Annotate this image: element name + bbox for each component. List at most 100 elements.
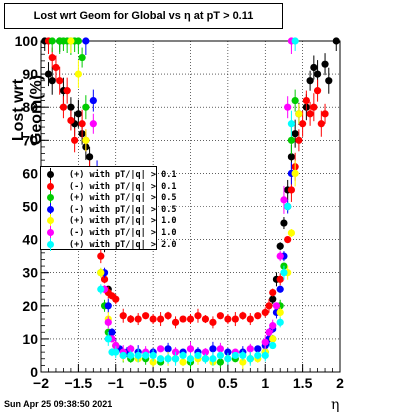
timestamp-footer: Sun Apr 25 09:38:50 2021 xyxy=(4,399,113,409)
data-point xyxy=(59,103,68,111)
data-point xyxy=(194,351,202,360)
data-point xyxy=(82,103,90,111)
legend-label: (-) with pT/|q| > 1.0 xyxy=(69,228,177,238)
data-point xyxy=(201,315,210,323)
data-point xyxy=(186,315,195,323)
data-point xyxy=(142,312,150,320)
legend: (+) with pT/|q| > 0.1 (-) with pT/|q| > 0… xyxy=(40,166,176,251)
data-point xyxy=(82,136,90,144)
data-point xyxy=(313,87,322,95)
x-tick-label: 0.5 xyxy=(218,375,238,391)
x-tick-label: 1.5 xyxy=(293,375,313,391)
data-point xyxy=(254,312,262,320)
data-point xyxy=(299,120,307,128)
data-point xyxy=(272,302,281,310)
y-tick-label: 100 xyxy=(15,33,39,49)
data-point xyxy=(89,96,97,105)
data-point xyxy=(246,355,254,363)
data-point xyxy=(321,110,329,118)
data-point xyxy=(287,136,296,144)
data-point xyxy=(231,351,239,360)
data-point xyxy=(291,96,299,105)
data-point xyxy=(97,285,105,293)
x-tick-label: 0 xyxy=(187,375,195,391)
data-point xyxy=(306,77,314,85)
y-tick-label: 50 xyxy=(22,199,38,215)
data-point xyxy=(157,355,165,363)
x-tick-label: −0.5 xyxy=(139,375,167,391)
data-point xyxy=(287,153,296,161)
legend-label: (-) with pT/|q| > 0.5 xyxy=(69,204,177,215)
y-tick-label: 80 xyxy=(22,99,38,115)
data-point xyxy=(186,355,195,363)
data-point xyxy=(276,318,284,326)
data-point xyxy=(254,345,262,353)
data-point xyxy=(127,345,135,353)
data-point xyxy=(332,37,340,45)
data-point xyxy=(149,358,157,366)
legend-marker xyxy=(47,171,54,178)
data-point xyxy=(287,186,296,194)
legend-label: (-) with pT/|q| > 0.1 xyxy=(69,181,177,192)
data-point xyxy=(108,328,116,336)
data-point xyxy=(179,358,187,366)
data-point xyxy=(291,37,299,45)
data-point xyxy=(164,345,172,353)
data-point xyxy=(104,318,112,326)
data-point xyxy=(74,110,82,118)
data-point xyxy=(261,351,269,360)
data-point xyxy=(216,358,224,366)
data-point xyxy=(127,315,135,323)
data-point xyxy=(171,355,180,363)
data-point xyxy=(67,103,75,111)
y-axis-label: Lost wrt Geom(%) xyxy=(10,74,45,146)
data-point xyxy=(276,308,284,317)
data-point xyxy=(201,355,210,363)
data-point xyxy=(74,70,82,78)
data-point xyxy=(149,351,157,360)
data-point xyxy=(284,202,292,211)
data-point xyxy=(48,77,56,85)
data-point xyxy=(85,153,94,161)
data-point xyxy=(265,328,273,336)
y-tick-label: 40 xyxy=(22,232,38,248)
data-point xyxy=(280,196,288,204)
data-point xyxy=(52,63,60,72)
x-tick-label: −1 xyxy=(108,375,124,391)
y-tick-label: 60 xyxy=(22,165,38,181)
y-tick-label: 30 xyxy=(22,265,38,281)
x-tick-label: −1.5 xyxy=(65,375,93,391)
data-point xyxy=(216,351,224,360)
legend-label: (+) with pT/|q| > 1.0 xyxy=(69,216,177,227)
x-tick-label: 2 xyxy=(336,375,344,391)
legend-marker xyxy=(47,240,54,248)
data-point xyxy=(261,338,269,346)
data-point xyxy=(78,120,86,128)
y-tick-label: 20 xyxy=(22,298,38,314)
data-point xyxy=(239,358,247,366)
data-point xyxy=(231,315,239,323)
legend-marker xyxy=(47,217,54,225)
data-point xyxy=(306,110,314,118)
data-point xyxy=(269,335,277,343)
data-point xyxy=(134,351,142,360)
data-point xyxy=(246,345,254,353)
legend-entry: (-) with pT/|q| > 0.5 xyxy=(41,202,176,216)
data-point xyxy=(224,315,232,323)
legend-entry: (+) with pT/|q| > 0.5 xyxy=(41,191,176,205)
y-tick-label: 10 xyxy=(22,331,38,347)
data-point xyxy=(325,77,333,85)
y-tick-label: 70 xyxy=(22,132,38,148)
data-point xyxy=(97,269,105,277)
data-point xyxy=(302,96,310,105)
legend-marker xyxy=(47,182,54,190)
data-point xyxy=(310,103,318,111)
data-point xyxy=(317,120,325,128)
data-point xyxy=(104,335,112,343)
data-point xyxy=(287,229,296,237)
data-point xyxy=(186,345,195,353)
data-point xyxy=(74,37,82,45)
x-axis-label: η xyxy=(331,397,340,413)
data-point xyxy=(89,120,97,128)
data-point xyxy=(127,351,135,360)
